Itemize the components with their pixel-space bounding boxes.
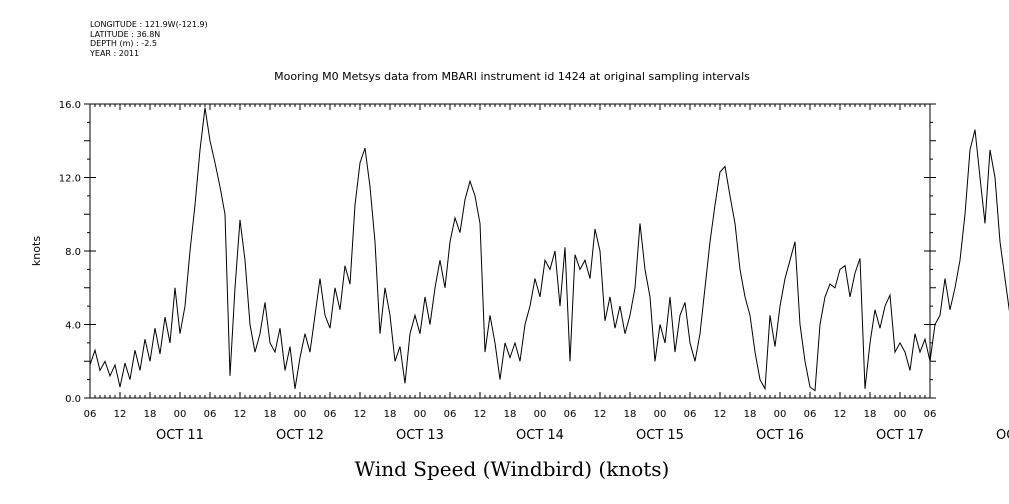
y-tick-label: 4.0 — [65, 321, 81, 332]
x-day-label: OCT 14 — [516, 428, 564, 443]
x-hour-label: 06 — [84, 409, 97, 420]
meta-depth: DEPTH (m) : -2.5 — [90, 39, 157, 48]
x-hour-label: 00 — [414, 409, 427, 420]
x-hour-label: 00 — [174, 409, 187, 420]
x-day-label: OCT 11 — [156, 428, 204, 443]
y-tick-label: 16.0 — [59, 100, 81, 111]
x-hour-label: 18 — [624, 409, 637, 420]
y-tick-label: 12.0 — [59, 174, 81, 185]
x-day-label: OCT 18 — [996, 428, 1009, 443]
metadata-block: LONGITUDE : 121.9W(-121.9) LATITUDE : 36… — [90, 20, 208, 58]
x-axis: 06 12 18 00 06 12 18 00 06 12 18 00 06 12 18 00 06 12 18 00… — [84, 104, 1009, 443]
x-hour-label: 18 — [864, 409, 877, 420]
x-hour-label: 06 — [684, 409, 697, 420]
meta-year: YEAR : 2011 — [90, 48, 140, 58]
y-tick-label: 0.0 — [65, 394, 81, 405]
x-hour-label: 06 — [564, 409, 577, 420]
x-hour-label: 18 — [384, 409, 397, 420]
x-day-label: OCT 17 — [876, 428, 924, 443]
y-axis-label: knots — [30, 236, 43, 266]
wind-speed-line — [89, 107, 1009, 392]
x-hour-label: 12 — [354, 409, 367, 420]
x-hour-label: 18 — [504, 409, 517, 420]
x-hour-label: 06 — [444, 409, 457, 420]
x-hour-label: 00 — [654, 409, 667, 420]
x-hour-label: 12 — [594, 409, 607, 420]
x-hour-label: 00 — [774, 409, 787, 420]
x-hour-label: 18 — [264, 409, 277, 420]
x-hour-label: 12 — [714, 409, 727, 420]
x-hour-label: 06 — [204, 409, 217, 420]
x-hour-label: 00 — [294, 409, 307, 420]
x-axis-label: Wind Speed (Windbird) (knots) — [355, 457, 670, 481]
x-hour-label: 18 — [744, 409, 757, 420]
x-hour-label: 12 — [114, 409, 127, 420]
y-tick-label: 8.0 — [65, 247, 81, 258]
x-hour-label: 00 — [894, 409, 907, 420]
x-day-label: OCT 16 — [756, 428, 804, 443]
x-hour-label: 06 — [324, 409, 337, 420]
x-day-label: OCT 13 — [396, 428, 444, 443]
chart-title: Mooring M0 Metsys data from MBARI instru… — [274, 70, 750, 83]
meta-latitude: LATITUDE : 36.8N — [90, 29, 161, 39]
x-hour-label: 12 — [474, 409, 487, 420]
x-hour-label: 18 — [144, 409, 157, 420]
x-hour-label: 12 — [834, 409, 847, 420]
x-day-label: OCT 15 — [636, 428, 684, 443]
x-hour-label: 06 — [804, 409, 817, 420]
x-hour-label: 12 — [234, 409, 247, 420]
meta-longitude: LONGITUDE : 121.9W(-121.9) — [90, 20, 208, 29]
x-hour-label: 06 — [924, 409, 937, 420]
x-hour-label: 00 — [534, 409, 547, 420]
x-day-label: OCT 12 — [276, 428, 324, 443]
